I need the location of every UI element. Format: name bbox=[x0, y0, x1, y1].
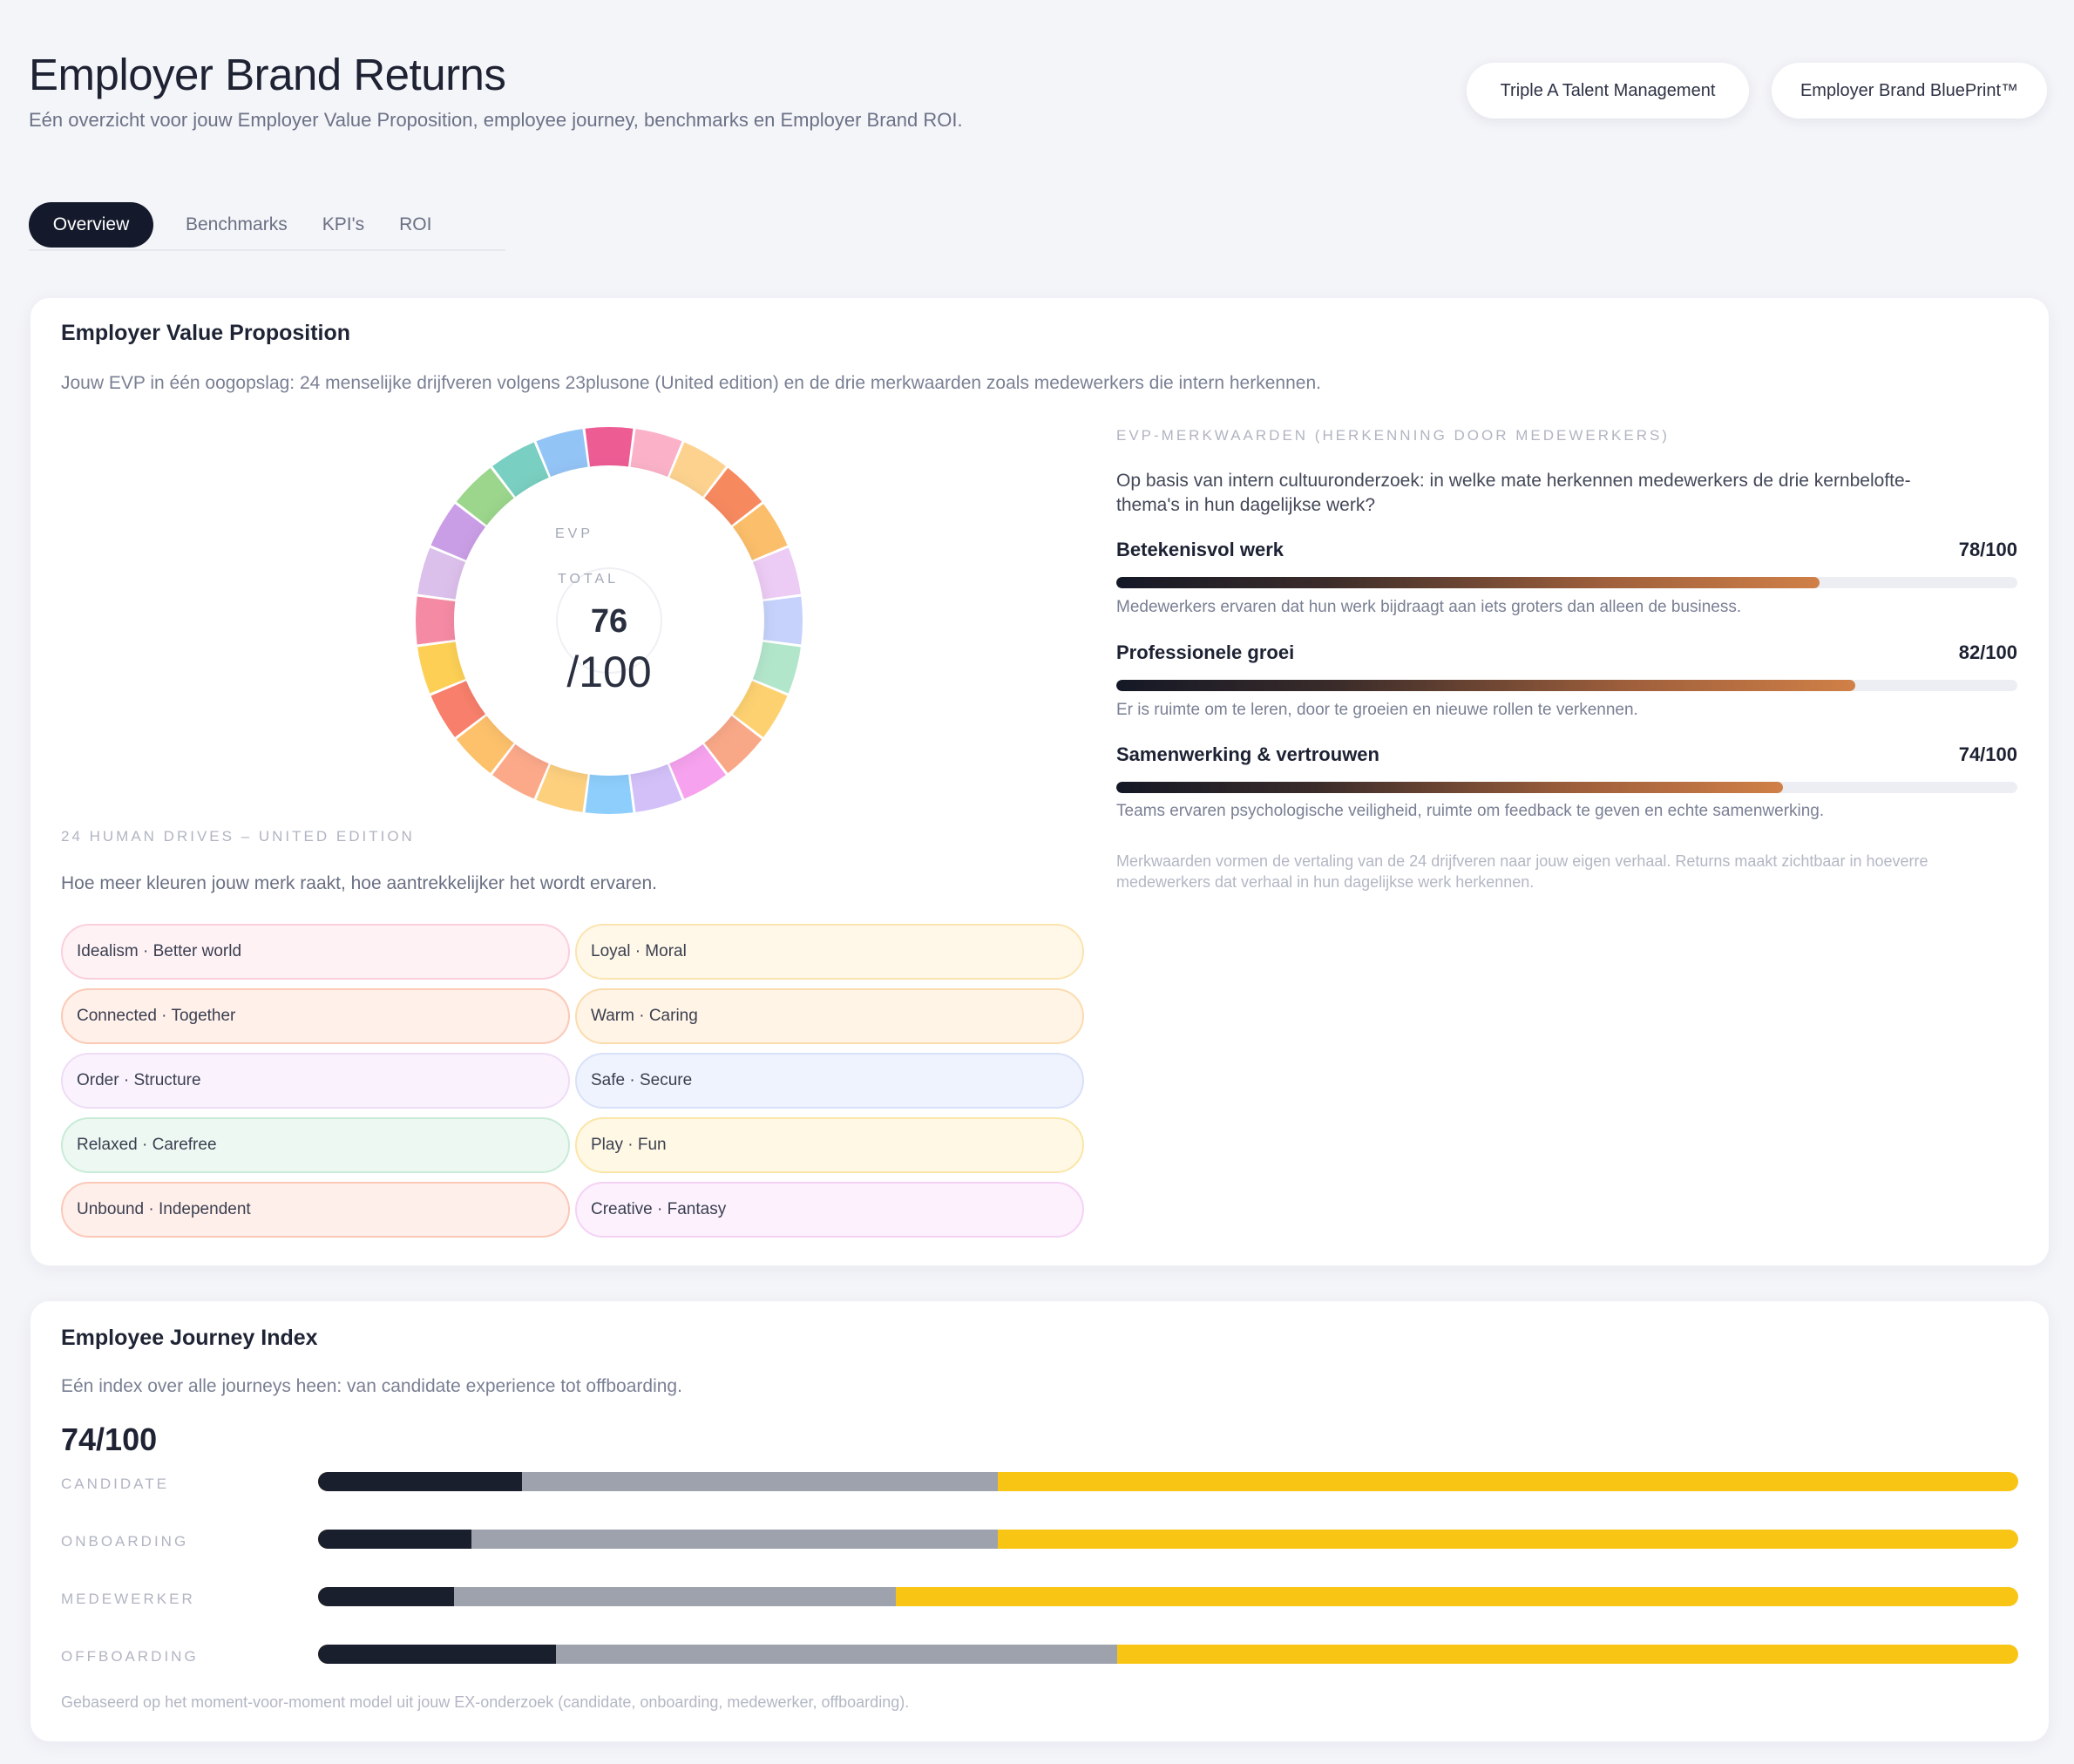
evp-card-title: Employer Value Proposition bbox=[61, 321, 351, 345]
drive-pill[interactable]: Warm · Caring bbox=[575, 988, 1084, 1044]
donut-center-ring bbox=[556, 567, 662, 674]
journey-bar-grey-segment bbox=[556, 1645, 1117, 1664]
journey-bar-dark-segment bbox=[318, 1530, 471, 1549]
tab-benchmarks[interactable]: Benchmarks bbox=[186, 214, 288, 234]
journey-bar-onboarding bbox=[318, 1530, 2018, 1549]
page-title: Employer Brand Returns bbox=[29, 50, 506, 99]
value-name-professionele-groei: Professionele groei bbox=[1116, 641, 1295, 663]
donut-segment bbox=[630, 763, 682, 812]
journey-card-description: Eén index over alle journeys heen: van c… bbox=[61, 1376, 682, 1396]
drives-text: Hoe meer kleuren jouw merk raakt, hoe aa… bbox=[61, 873, 657, 893]
donut-segment bbox=[585, 772, 634, 814]
journey-bar-offboarding bbox=[318, 1645, 2018, 1664]
drive-pill[interactable]: Relaxed · Carefree bbox=[61, 1117, 570, 1173]
value-score-betekenisvol-werk: 78/100 bbox=[1958, 539, 2017, 560]
donut-segment bbox=[536, 429, 588, 478]
journey-label-onboarding: ONBOARDING bbox=[61, 1533, 189, 1550]
tab-roi[interactable]: ROI bbox=[399, 214, 432, 234]
employer-brand-blueprint-button[interactable]: Employer Brand BluePrint™ bbox=[1772, 63, 2047, 119]
journey-bar-grey-segment bbox=[454, 1587, 897, 1606]
donut-score-value: 76 bbox=[590, 603, 628, 640]
value-bar-professionele-groei bbox=[1116, 680, 2017, 691]
tab-overview[interactable]: Overview bbox=[29, 202, 153, 248]
journey-label-medewerker: MEDEWERKER bbox=[61, 1591, 195, 1607]
donut-score-suffix: /100 bbox=[566, 648, 652, 696]
page-subtitle: Eén overzicht voor jouw Employer Value P… bbox=[29, 109, 963, 131]
values-caption: EVP-MERKWAARDEN (HERKENNING DOOR MEDEWER… bbox=[1116, 427, 1670, 444]
value-score-professionele-groei: 82/100 bbox=[1958, 641, 2017, 663]
donut-segment bbox=[417, 547, 467, 600]
journey-note: Gebaseerd op het moment-voor-moment mode… bbox=[61, 1693, 910, 1711]
drive-pill[interactable]: Order · Structure bbox=[61, 1053, 570, 1109]
tab-kpis[interactable]: KPI's bbox=[322, 214, 365, 234]
value-desc-samenwerking-vertrouwen: Teams ervaren psychologische veiligheid,… bbox=[1116, 802, 1825, 820]
drive-pill[interactable]: Idealism · Better world bbox=[61, 924, 570, 980]
value-bar-fill bbox=[1116, 782, 1784, 793]
journey-label-candidate: CANDIDATE bbox=[61, 1476, 169, 1492]
donut-segment bbox=[630, 429, 682, 478]
triple-a-talent-management-button[interactable]: Triple A Talent Management bbox=[1467, 63, 1749, 119]
journey-index-score: 74/100 bbox=[61, 1421, 158, 1457]
value-desc-betekenisvol-werk: Medewerkers ervaren dat hun werk bijdraa… bbox=[1116, 598, 1742, 616]
values-note: Merkwaarden vormen de vertaling van de 2… bbox=[1116, 852, 1928, 891]
journey-bar-dark-segment bbox=[318, 1587, 455, 1606]
value-name-samenwerking-vertrouwen: Samenwerking & vertrouwen bbox=[1116, 743, 1379, 765]
value-desc-professionele-groei: Er is ruimte om te leren, door te groeie… bbox=[1116, 701, 1638, 719]
donut-label-evp: EVP bbox=[554, 526, 593, 541]
value-bar-betekenisvol-werk bbox=[1116, 577, 2017, 588]
drive-pill[interactable]: Loyal · Moral bbox=[575, 924, 1084, 980]
donut-inner-disc bbox=[454, 465, 764, 776]
drive-pill[interactable]: Connected · Together bbox=[61, 988, 570, 1044]
drive-pill[interactable]: Safe · Secure bbox=[575, 1053, 1084, 1109]
value-bar-fill bbox=[1116, 680, 1855, 691]
employee-journey-card: Employee Journey Index Eén index over al… bbox=[30, 1301, 2049, 1741]
value-name-betekenisvol-werk: Betekenisvol werk bbox=[1116, 539, 1284, 560]
donut-segment bbox=[751, 547, 801, 600]
donut-segment bbox=[536, 763, 588, 812]
donut-segment bbox=[751, 641, 801, 694]
drive-pill[interactable]: Creative · Fantasy bbox=[575, 1182, 1084, 1238]
evp-card-description: Jouw EVP in één oogopslag: 24 menselijke… bbox=[61, 373, 1321, 393]
values-question: Op basis van intern cultuuronderzoek: in… bbox=[1116, 471, 1911, 515]
donut-segment bbox=[417, 641, 467, 694]
donut-segment bbox=[416, 596, 458, 645]
donut-segment bbox=[585, 427, 634, 469]
evp-donut-chart bbox=[416, 427, 803, 814]
drives-caption: 24 HUMAN DRIVES – UNITED EDITION bbox=[61, 828, 415, 845]
value-bar-fill bbox=[1116, 577, 1820, 588]
value-score-samenwerking-vertrouwen: 74/100 bbox=[1958, 743, 2017, 765]
value-bar-samenwerking-vertrouwen bbox=[1116, 782, 2017, 793]
drive-pill[interactable]: Play · Fun bbox=[575, 1117, 1084, 1173]
journey-bar-medewerker bbox=[318, 1587, 2018, 1606]
journey-label-offboarding: OFFBOARDING bbox=[61, 1648, 199, 1665]
journey-bar-dark-segment bbox=[318, 1472, 523, 1491]
tab-bar: Overview Benchmarks KPI's ROI bbox=[29, 200, 505, 251]
donut-label-total: TOTAL bbox=[557, 572, 620, 587]
donut-segment bbox=[761, 596, 803, 645]
drive-pill[interactable]: Unbound · Independent bbox=[61, 1182, 570, 1238]
journey-card-title: Employee Journey Index bbox=[61, 1326, 318, 1350]
journey-bar-dark-segment bbox=[318, 1645, 557, 1664]
evp-card: Employer Value Proposition Jouw EVP in é… bbox=[30, 298, 2049, 1265]
journey-bar-candidate bbox=[318, 1472, 2018, 1491]
journey-bar-grey-segment bbox=[471, 1530, 999, 1549]
journey-bar-grey-segment bbox=[522, 1472, 999, 1491]
